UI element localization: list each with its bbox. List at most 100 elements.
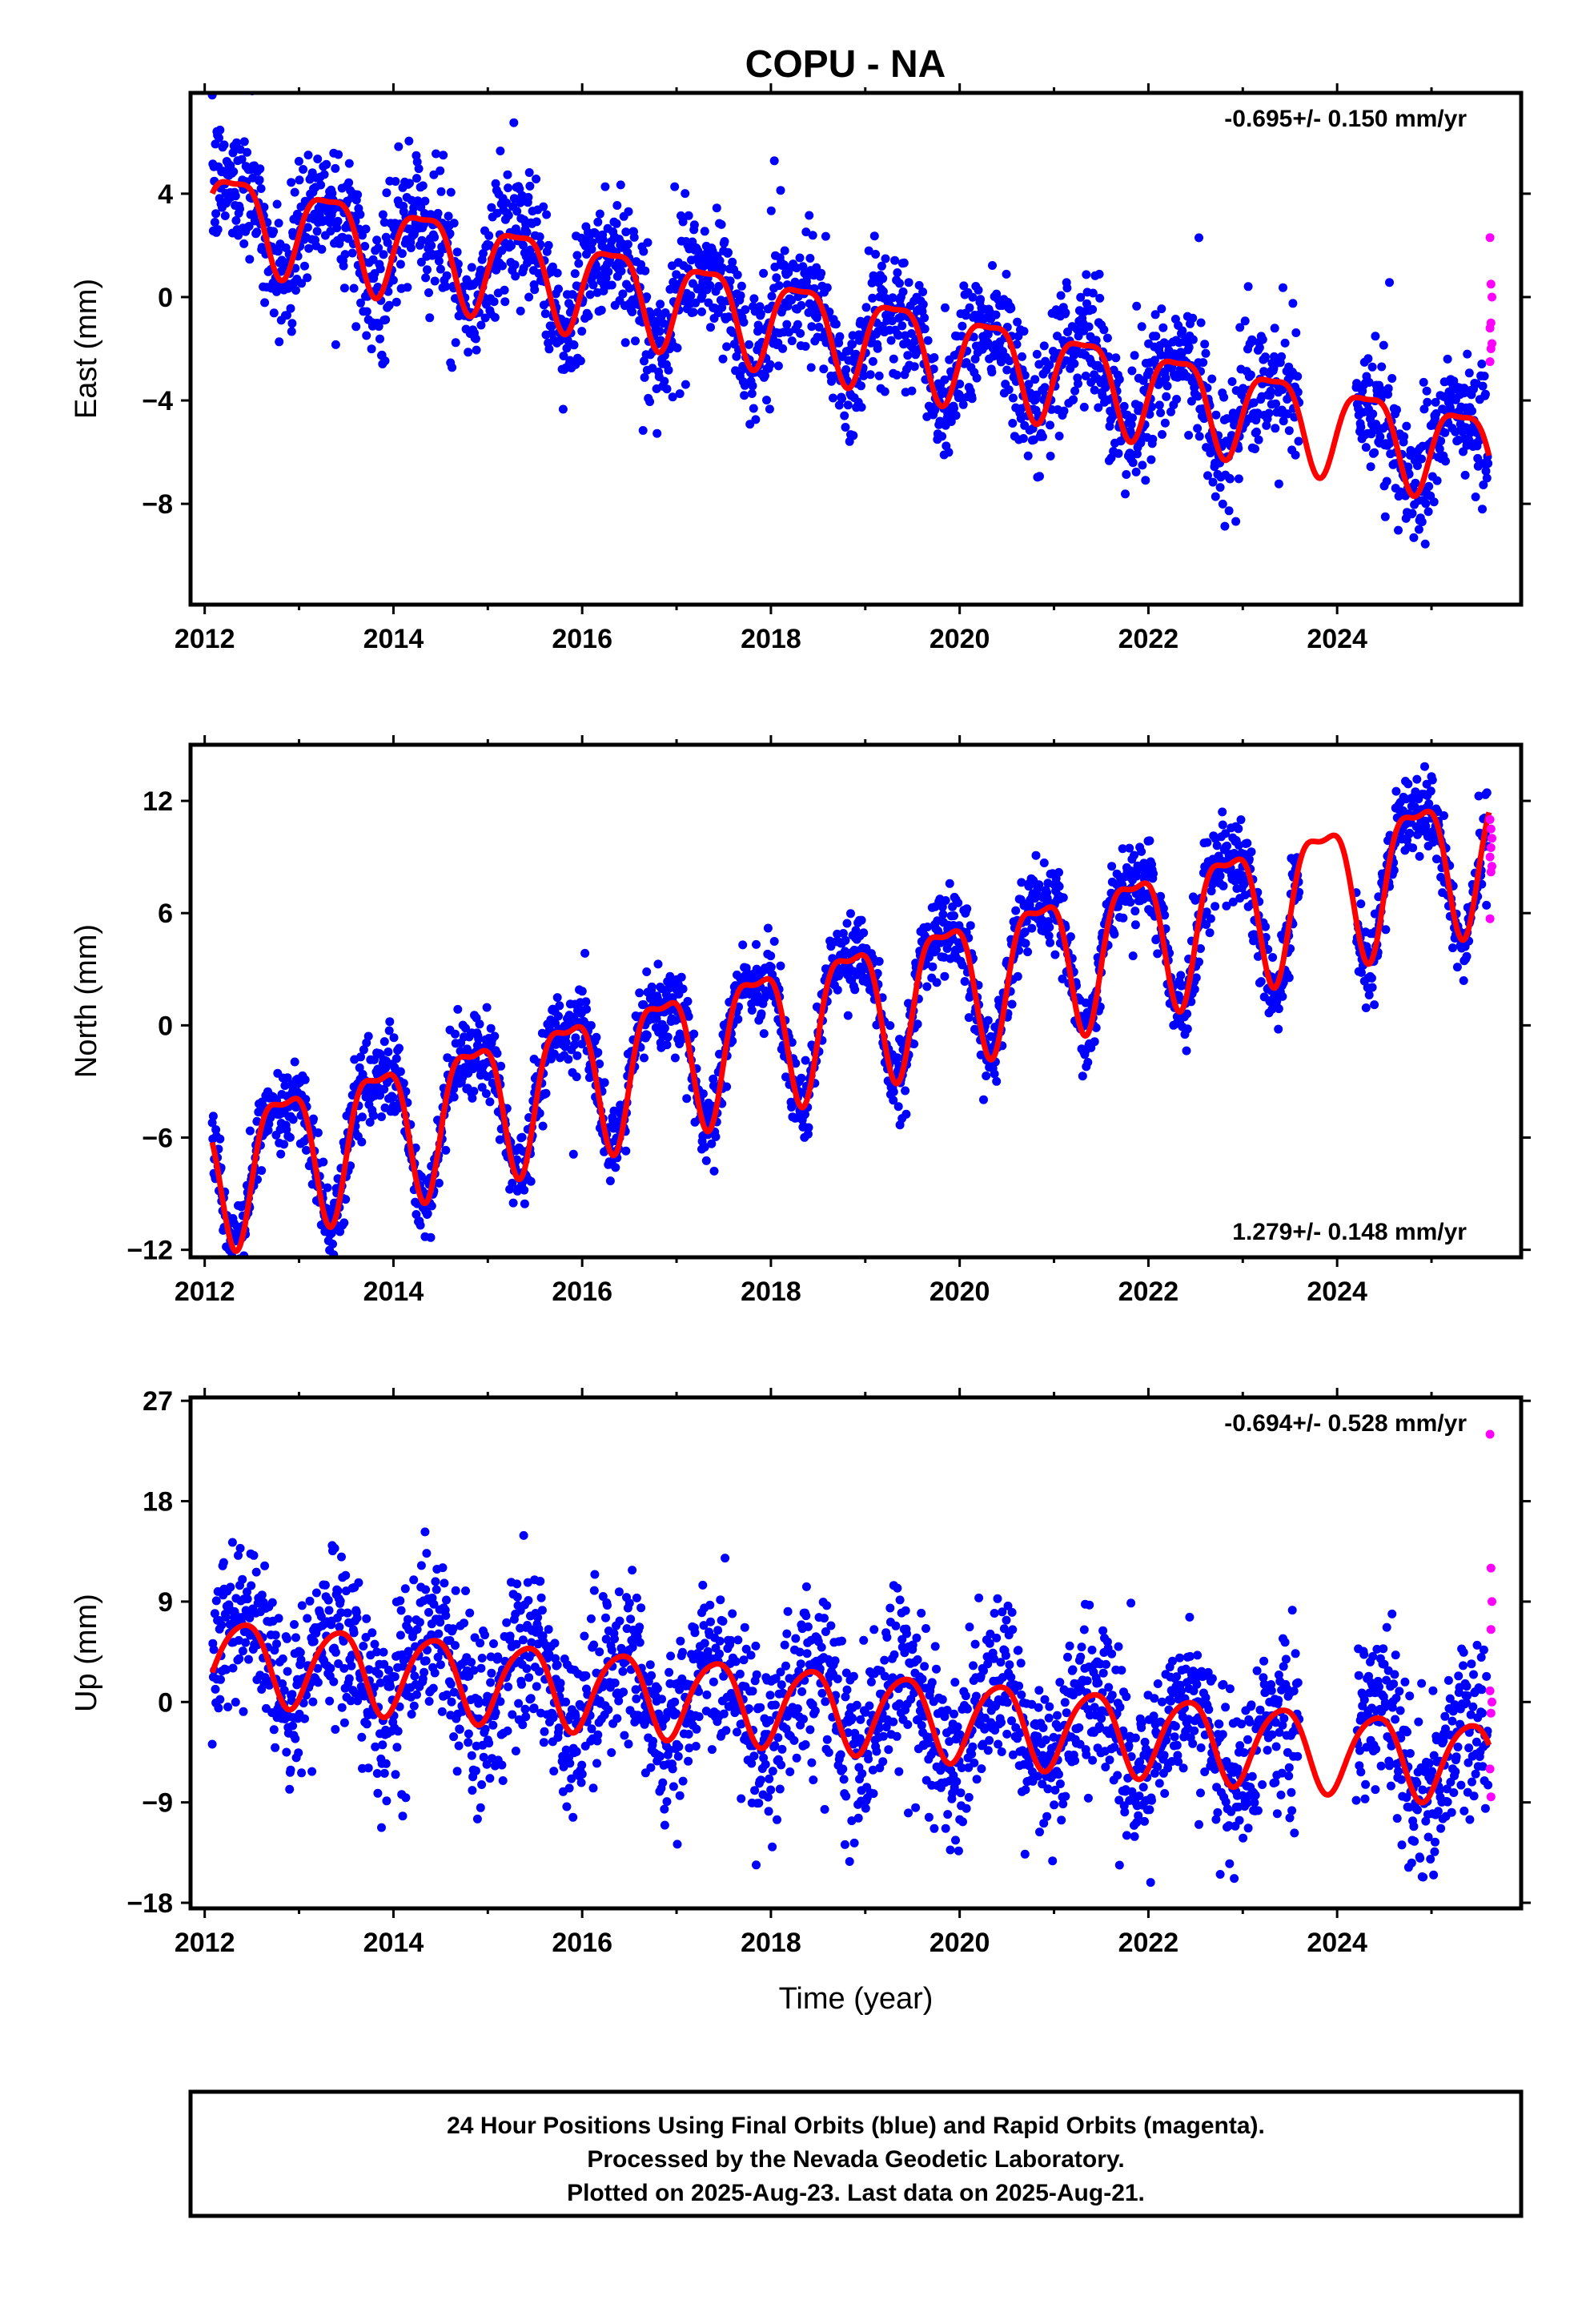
north-final-point — [545, 1025, 554, 1035]
east-final-point — [416, 257, 426, 267]
north-final-point — [1058, 974, 1067, 983]
east-final-point — [868, 293, 877, 303]
east-final-point — [237, 155, 247, 164]
north-x-tick-label: 2024 — [1307, 1277, 1367, 1307]
up-final-point — [235, 1654, 244, 1663]
north-final-point — [517, 1132, 527, 1142]
east-final-point — [479, 249, 488, 258]
east-final-point — [1061, 308, 1070, 317]
north-final-point — [979, 1095, 988, 1104]
north-final-point — [207, 1118, 217, 1128]
north-final-point — [541, 1088, 551, 1098]
east-x-tick-label: 2018 — [741, 624, 801, 654]
north-final-point — [842, 919, 852, 928]
east-final-point — [1251, 444, 1259, 453]
north-final-point — [377, 1112, 386, 1121]
north-final-point — [1403, 779, 1413, 789]
north-final-point — [1482, 900, 1492, 910]
up-final-point — [283, 1634, 291, 1643]
north-final-point — [363, 1031, 373, 1041]
east-final-point — [511, 271, 520, 281]
east-final-point — [1008, 419, 1018, 428]
east-final-point — [1188, 313, 1198, 323]
north-final-point — [1448, 943, 1457, 953]
east-final-point — [1484, 459, 1493, 468]
east-final-point — [857, 403, 866, 412]
east-final-point — [1291, 328, 1301, 337]
east-final-point — [920, 324, 930, 334]
east-final-point — [598, 235, 608, 244]
east-final-point — [1193, 392, 1203, 401]
east-final-point — [930, 353, 939, 362]
north-final-point — [554, 1011, 563, 1021]
north-final-point — [423, 1209, 432, 1218]
up-final-point — [249, 1550, 259, 1560]
east-final-point — [1146, 455, 1156, 464]
east-final-point — [1186, 396, 1196, 406]
east-final-point — [255, 175, 264, 185]
east-final-point — [453, 259, 463, 269]
east-final-point — [600, 182, 610, 191]
north-final-point — [1427, 775, 1437, 785]
east-final-point — [544, 344, 554, 354]
north-x-tick-label: 2018 — [741, 1277, 801, 1307]
east-final-point — [1144, 367, 1154, 376]
north-final-point — [923, 923, 932, 931]
east-final-point — [720, 237, 729, 246]
north-final-point — [1031, 850, 1041, 860]
north-final-point — [1381, 925, 1391, 935]
north-final-point — [722, 1082, 732, 1092]
east-final-point — [774, 281, 784, 291]
east-final-point — [351, 322, 361, 332]
east-final-point — [1420, 539, 1430, 549]
east-x-tick-label: 2014 — [363, 624, 424, 654]
east-final-point — [1141, 476, 1150, 485]
east-final-point — [436, 166, 445, 175]
east-final-point — [1032, 349, 1042, 359]
east-final-point — [288, 231, 298, 240]
east-final-point — [396, 259, 405, 269]
east-final-point — [897, 321, 907, 331]
east-final-point — [765, 360, 775, 369]
east-final-point — [530, 285, 540, 295]
east-final-point — [229, 167, 239, 176]
east-final-point — [918, 300, 928, 309]
up-final-point — [247, 1581, 256, 1590]
east-final-point — [552, 268, 562, 278]
north-final-point — [797, 1073, 806, 1083]
east-final-point — [512, 207, 522, 216]
east-final-point — [524, 192, 533, 202]
north-final-point — [857, 915, 866, 925]
north-final-point — [485, 1097, 495, 1107]
up-final-point — [269, 1725, 279, 1735]
north-final-point — [1034, 880, 1044, 890]
north-final-point — [1405, 828, 1415, 838]
east-final-point — [1385, 438, 1395, 448]
east-final-point — [829, 393, 837, 403]
east-final-point — [391, 177, 400, 186]
east-final-point — [1480, 389, 1490, 399]
east-final-point — [712, 203, 721, 213]
east-final-point — [1252, 427, 1261, 436]
north-final-point — [893, 1053, 902, 1063]
east-final-point — [1196, 318, 1206, 328]
east-final-point — [748, 381, 757, 391]
east-final-point — [1423, 397, 1432, 407]
east-final-point — [1414, 525, 1423, 534]
east-final-point — [623, 239, 632, 249]
east-final-point — [1463, 349, 1472, 359]
east-final-point — [409, 203, 419, 212]
north-final-point — [1206, 914, 1215, 923]
east-final-point — [353, 190, 363, 199]
east-final-point — [805, 254, 815, 263]
east-final-point — [784, 328, 793, 337]
north-final-point — [711, 1132, 721, 1141]
north-final-point — [396, 1067, 405, 1076]
north-final-point — [901, 1086, 910, 1096]
east-final-point — [423, 265, 432, 275]
north-final-point — [1050, 950, 1060, 959]
north-final-point — [990, 1069, 999, 1079]
north-final-point — [1191, 973, 1201, 983]
east-final-point — [689, 308, 698, 317]
east-final-point — [739, 317, 749, 327]
